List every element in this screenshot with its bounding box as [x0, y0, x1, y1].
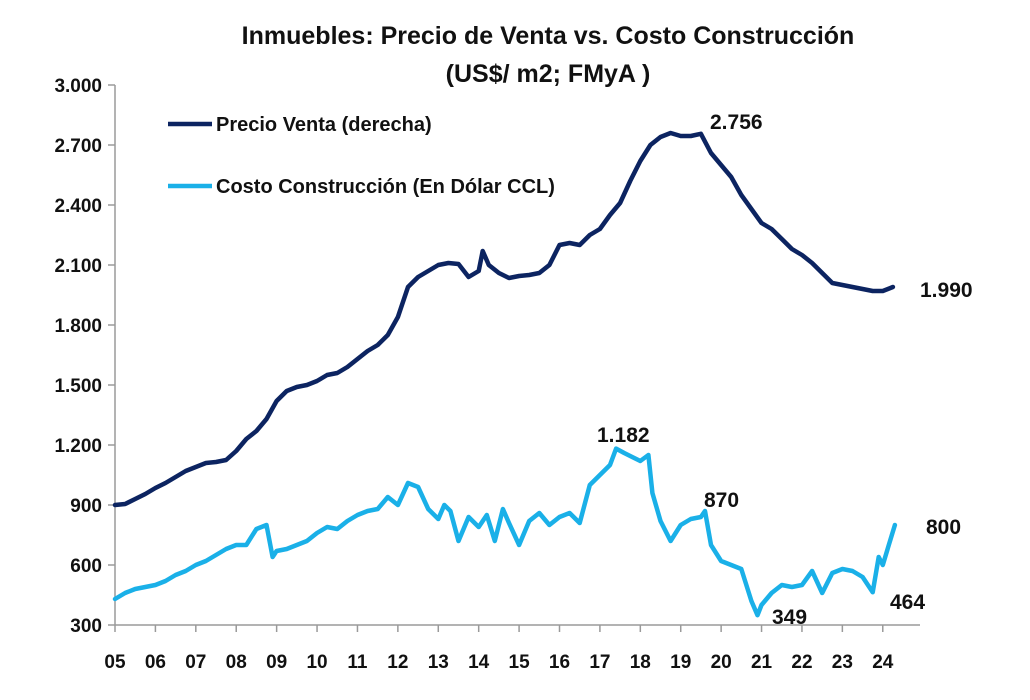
x-tick-label: 17 — [589, 652, 610, 673]
y-tick-label: 2.100 — [54, 256, 102, 277]
x-tick-label: 12 — [387, 652, 408, 673]
data-label-2019-costo: 870 — [704, 489, 739, 512]
x-tick-label: 10 — [306, 652, 327, 673]
y-tick-label: 1.200 — [54, 436, 102, 457]
x-tick-label: 21 — [751, 652, 773, 673]
x-tick-label: 08 — [226, 652, 247, 673]
y-tick-label: 600 — [70, 556, 102, 577]
x-tick-label: 11 — [347, 652, 368, 673]
chart-title: Inmuebles: Precio de Venta vs. Costo Con… — [242, 22, 855, 50]
x-tick-label: 14 — [468, 652, 490, 673]
y-axis-ticks: 300 600 900 1.200 1.500 1.800 2.100 2.400 2.700 3… — [54, 76, 115, 637]
legend-label-precio-venta: Precio Venta (derecha) — [216, 114, 432, 136]
legend-label-costo-construccion: Costo Construcción (En Dólar CCL) — [216, 176, 555, 198]
x-tick-label: 20 — [711, 652, 732, 673]
y-tick-label: 1.500 — [54, 376, 102, 397]
data-label-last-precio: 1.990 — [920, 279, 973, 302]
chart-subtitle: (US$/ m2; FMyA ) — [446, 60, 651, 88]
x-tick-label: 13 — [428, 652, 449, 673]
y-tick-label: 300 — [70, 616, 102, 637]
y-tick-label: 2.400 — [54, 196, 102, 217]
x-tick-label: 05 — [104, 652, 126, 673]
x-tick-label: 16 — [549, 652, 570, 673]
x-tick-label: 06 — [145, 652, 166, 673]
data-label-peak-costo: 1.182 — [597, 424, 650, 447]
series-line-precio-venta — [112, 130, 896, 508]
data-label-min-costo: 349 — [772, 606, 807, 629]
data-labels: 2.756 1.990 1.182 870 349 464 800 — [597, 111, 973, 629]
y-tick-label: 3.000 — [54, 76, 102, 97]
legend: Precio Venta (derecha) Costo Construcció… — [168, 114, 555, 198]
y-tick-label: 1.800 — [54, 316, 102, 337]
x-tick-label: 07 — [185, 652, 206, 673]
data-label-peak-precio: 2.756 — [710, 111, 763, 134]
x-axis-ticks: 05 06 07 08 09 10 11 12 13 14 15 16 17 18 19 20 21 22 23 24 — [104, 625, 894, 673]
x-tick-label: 24 — [872, 652, 894, 673]
x-tick-label: 19 — [670, 652, 691, 673]
x-tick-label: 22 — [791, 652, 812, 673]
series-lines — [112, 130, 898, 618]
series-line-costo-construccion — [112, 446, 898, 618]
y-tick-label: 2.700 — [54, 136, 102, 157]
data-label-2023-costo: 464 — [890, 591, 925, 614]
x-tick-label: 15 — [509, 652, 531, 673]
data-label-last-costo: 800 — [926, 516, 961, 539]
x-tick-label: 09 — [266, 652, 287, 673]
y-tick-label: 900 — [70, 496, 102, 517]
x-tick-label: 18 — [630, 652, 651, 673]
x-tick-label: 23 — [832, 652, 853, 673]
